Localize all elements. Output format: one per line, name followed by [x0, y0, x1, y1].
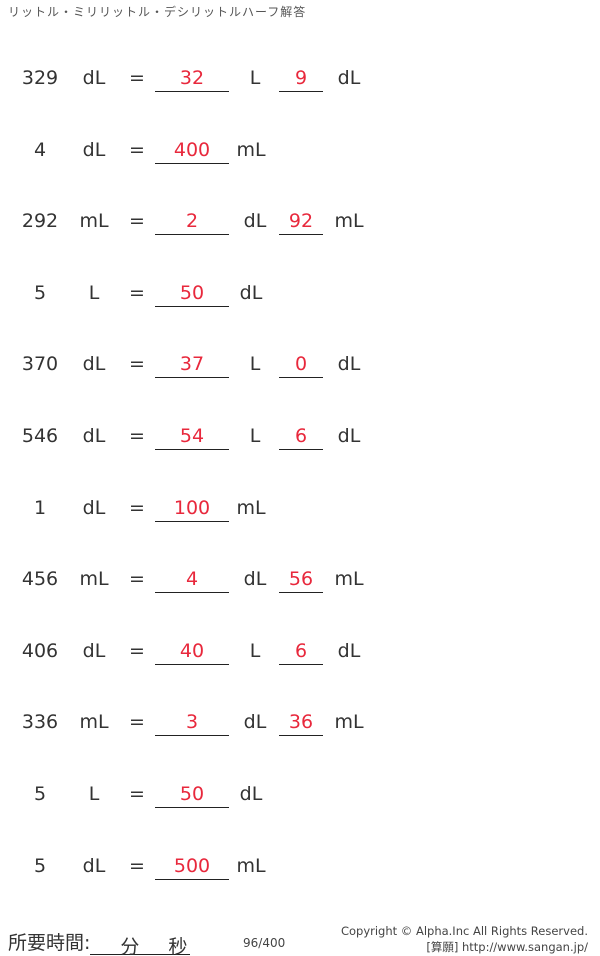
time-taken: 所要時間: 分秒	[8, 928, 191, 956]
from-unit: mL	[79, 711, 109, 734]
answer-1: 54	[155, 423, 229, 450]
problem-number: 4	[33, 138, 47, 161]
copyright-text: Copyright © Alpha.Inc All Rights Reserve…	[340, 924, 588, 938]
from-unit: L	[88, 783, 100, 805]
problem-row: 336 mL = 3 dL 36 mL	[0, 709, 600, 739]
from-unit: dL	[82, 138, 106, 161]
answer-unit-1: L	[249, 639, 261, 662]
from-unit: mL	[79, 568, 109, 591]
problem-row: 292 mL = 2 dL 92 mL	[0, 208, 600, 238]
answer-2: 0	[279, 351, 323, 379]
seconds-label: 秒	[168, 936, 188, 956]
equals-sign: =	[129, 639, 145, 662]
answer-unit-1: dL	[239, 783, 263, 805]
equals-sign: =	[129, 783, 145, 805]
from-unit: dL	[82, 67, 106, 89]
answer-1: 37	[155, 351, 229, 379]
from-unit: L	[88, 281, 100, 304]
answer-unit-2: mL	[334, 210, 364, 233]
answer-unit-1: L	[249, 425, 261, 447]
problem-number: 336	[21, 711, 59, 734]
answer-2: 6	[279, 423, 323, 450]
answer-unit-1: mL	[236, 854, 266, 877]
equals-sign: =	[129, 854, 145, 877]
problem-row: 5 L = 50 dL	[0, 280, 600, 310]
problem-number: 292	[21, 210, 59, 233]
problem-number: 5	[33, 854, 47, 877]
answer-unit-1: mL	[236, 138, 266, 161]
problem-number: 406	[21, 639, 59, 662]
minutes-label: 分	[120, 936, 140, 956]
equals-sign: =	[129, 281, 145, 304]
problem-number: 1	[33, 496, 47, 519]
problem-number: 5	[33, 281, 47, 304]
answer-1: 50	[155, 280, 229, 307]
problem-row: 4 dL = 400 mL	[0, 137, 600, 167]
answer-unit-2: dL	[337, 639, 361, 662]
worksheet-title: リットル・ミリリットル・デシリットルハーフ解答	[8, 5, 307, 19]
answer-unit-1: L	[249, 353, 261, 376]
problem-row: 370 dL = 37 L 0 dL	[0, 351, 600, 381]
problem-number: 5	[33, 783, 47, 805]
equals-sign: =	[129, 568, 145, 591]
problem-row: 546 dL = 54 L 6 dL	[0, 423, 600, 453]
answer-1: 2	[155, 208, 229, 236]
answer-2: 56	[279, 566, 323, 594]
equals-sign: =	[129, 138, 145, 161]
answer-2: 92	[279, 208, 323, 236]
from-unit: dL	[82, 639, 106, 662]
problem-row: 5 dL = 500 mL	[0, 853, 600, 883]
answer-2: 6	[279, 638, 323, 665]
from-unit: mL	[79, 210, 109, 233]
problem-number: 546	[21, 425, 59, 447]
answer-unit-1: dL	[243, 711, 267, 734]
problem-row: 329 dL = 32 L 9 dL	[0, 65, 600, 95]
answer-unit-1: dL	[239, 281, 263, 304]
answer-unit-2: dL	[337, 67, 361, 89]
answer-2: 36	[279, 709, 323, 737]
equals-sign: =	[129, 353, 145, 376]
problem-row: 5 L = 50 dL	[0, 781, 600, 811]
problem-row: 406 dL = 40 L 6 dL	[0, 638, 600, 668]
answer-unit-2: mL	[334, 568, 364, 591]
answer-unit-1: L	[249, 67, 261, 89]
from-unit: dL	[82, 353, 106, 376]
answer-unit-1: dL	[243, 568, 267, 591]
equals-sign: =	[129, 496, 145, 519]
answer-unit-1: dL	[243, 210, 267, 233]
answer-unit-2: dL	[337, 425, 361, 447]
time-field: 分秒	[90, 932, 191, 956]
answer-1: 50	[155, 781, 229, 808]
answer-unit-2: dL	[337, 353, 361, 376]
answer-1: 4	[155, 566, 229, 594]
answer-unit-1: mL	[236, 496, 266, 519]
from-unit: dL	[82, 425, 106, 447]
answer-1: 500	[155, 853, 229, 880]
problem-number: 329	[21, 67, 59, 89]
site-link[interactable]: [算願] http://www.sangan.jp/	[426, 940, 588, 954]
from-unit: dL	[82, 854, 106, 877]
answer-2: 9	[279, 65, 323, 92]
problem-number: 370	[21, 353, 59, 376]
time-label: 所要時間:	[8, 932, 91, 954]
page-number: 96/400	[243, 936, 286, 950]
answer-unit-2: mL	[334, 711, 364, 734]
answer-1: 3	[155, 709, 229, 737]
answer-1: 32	[155, 65, 229, 92]
from-unit: dL	[82, 496, 106, 519]
answer-1: 400	[155, 137, 229, 164]
copyright: Copyright © Alpha.Inc All Rights Reserve…	[341, 923, 588, 955]
equals-sign: =	[129, 210, 145, 233]
answer-1: 100	[155, 495, 229, 522]
problem-row: 1 dL = 100 mL	[0, 495, 600, 525]
problem-number: 456	[21, 568, 59, 591]
equals-sign: =	[129, 67, 145, 89]
equals-sign: =	[129, 425, 145, 447]
equals-sign: =	[129, 711, 145, 734]
answer-1: 40	[155, 638, 229, 665]
problem-row: 456 mL = 4 dL 56 mL	[0, 566, 600, 596]
